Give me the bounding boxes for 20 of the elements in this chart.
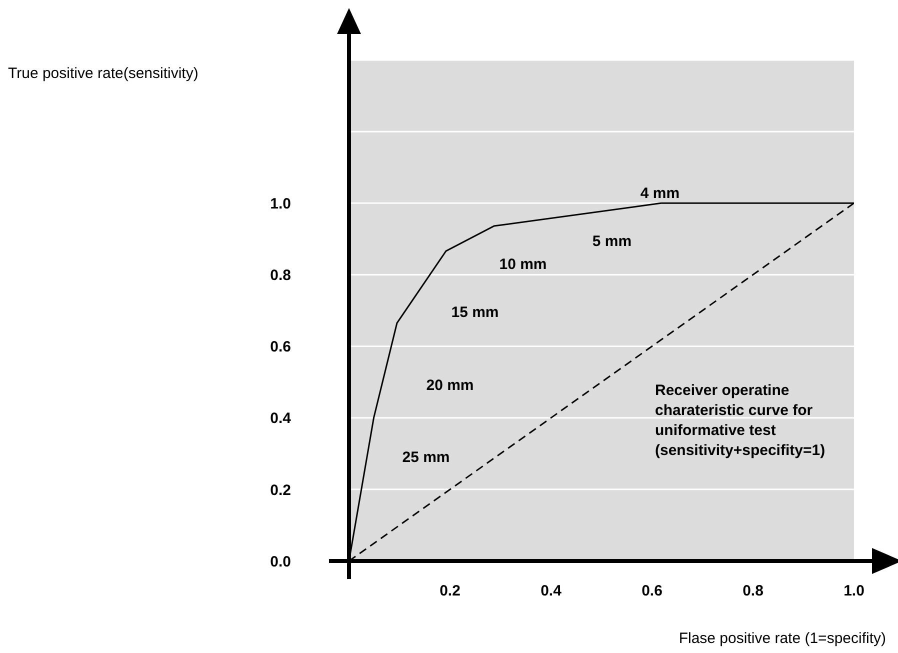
x-tick-label: 0.4 xyxy=(540,582,562,600)
y-tick-label: 0.8 xyxy=(270,267,291,284)
annotation: 25 mm xyxy=(402,449,450,466)
annotation: 15 mm xyxy=(451,304,499,321)
x-tick-label: 0.8 xyxy=(742,582,764,600)
y-tick-label: 0.6 xyxy=(270,338,291,356)
annotation: 5 mm xyxy=(592,233,632,250)
annotation: 4 mm xyxy=(640,185,680,202)
annotation: 10 mm xyxy=(499,256,547,273)
x-axis-title: Flase positive rate (1=specifity) xyxy=(678,630,886,647)
x-tick-label: 1.0 xyxy=(844,582,864,600)
y-tick-label: 0.4 xyxy=(270,410,292,428)
x-tick-label: 0.6 xyxy=(642,582,662,600)
y-tick-label: 1.0 xyxy=(270,195,291,212)
y-tick-label: 0.0 xyxy=(270,553,291,570)
x-tick-label: 0.2 xyxy=(440,582,460,600)
y-axis-title: True positive rate(sensitivity) xyxy=(8,65,198,82)
y-tick-label: 0.2 xyxy=(270,482,291,499)
annotation: 20 mm xyxy=(426,377,474,394)
annotation: Receiver operatine charateristic curve for uniformative test (sensitivity+specifity=1) xyxy=(655,382,826,459)
